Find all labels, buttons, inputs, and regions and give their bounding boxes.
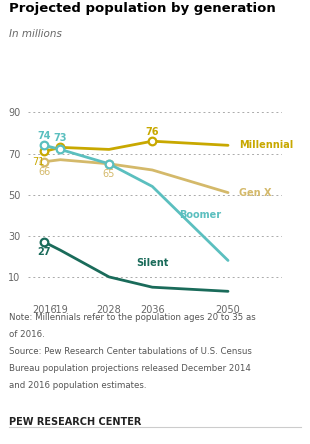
Text: Projected population by generation: Projected population by generation bbox=[9, 2, 276, 15]
Text: Boomer: Boomer bbox=[179, 210, 221, 220]
Text: and 2016 population estimates.: and 2016 population estimates. bbox=[9, 381, 147, 389]
Text: Bureau population projections released December 2014: Bureau population projections released D… bbox=[9, 364, 251, 373]
Text: Source: Pew Research Center tabulations of U.S. Census: Source: Pew Research Center tabulations … bbox=[9, 347, 252, 356]
Text: 66: 66 bbox=[38, 167, 50, 177]
Text: 74: 74 bbox=[38, 131, 51, 141]
Text: 65: 65 bbox=[103, 169, 115, 179]
Text: PEW RESEARCH CENTER: PEW RESEARCH CENTER bbox=[9, 417, 142, 428]
Text: 71: 71 bbox=[33, 157, 45, 166]
Text: 27: 27 bbox=[38, 247, 51, 257]
Text: 76: 76 bbox=[146, 127, 159, 137]
Text: Millennial: Millennial bbox=[239, 140, 293, 151]
Text: of 2016.: of 2016. bbox=[9, 330, 45, 339]
Text: 73: 73 bbox=[54, 133, 67, 143]
Text: Silent: Silent bbox=[136, 258, 168, 268]
Text: In millions: In millions bbox=[9, 29, 62, 39]
Text: Gen X: Gen X bbox=[239, 188, 271, 198]
Text: Note: Millennials refer to the population ages 20 to 35 as: Note: Millennials refer to the populatio… bbox=[9, 313, 256, 322]
